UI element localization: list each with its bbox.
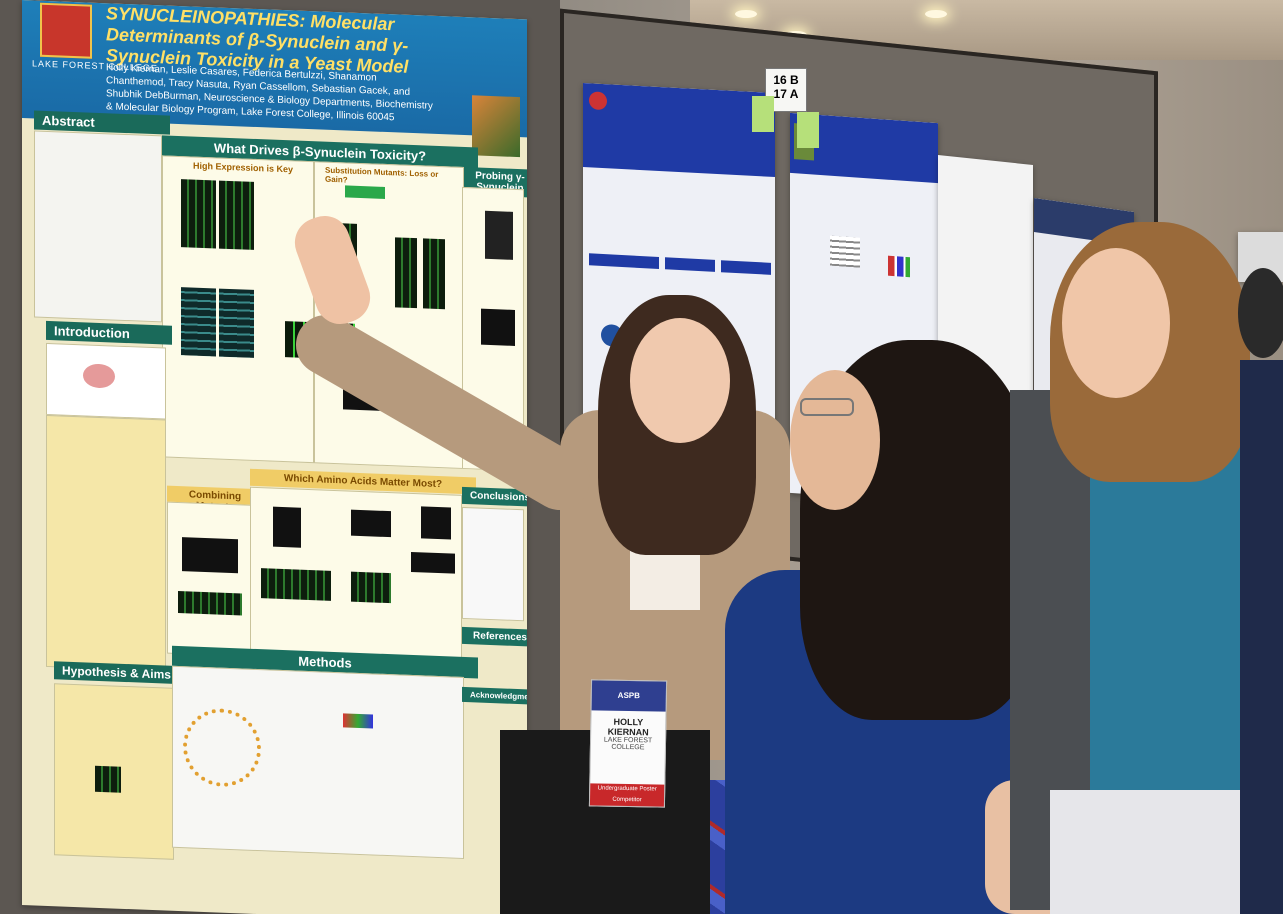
green-tag — [797, 112, 819, 148]
ceiling-light — [735, 10, 757, 18]
poster-number-sign: 16 B 17 A — [765, 68, 807, 112]
presenter-face — [630, 318, 730, 443]
background-person-body — [1240, 360, 1283, 914]
paper-folder — [1050, 790, 1250, 914]
ceiling-light — [925, 10, 947, 18]
glasses — [800, 398, 854, 416]
visitor-teal-face — [1062, 248, 1170, 398]
visitor-navy-face — [790, 370, 880, 510]
green-tag — [752, 96, 774, 132]
background-person-head — [1238, 268, 1283, 358]
